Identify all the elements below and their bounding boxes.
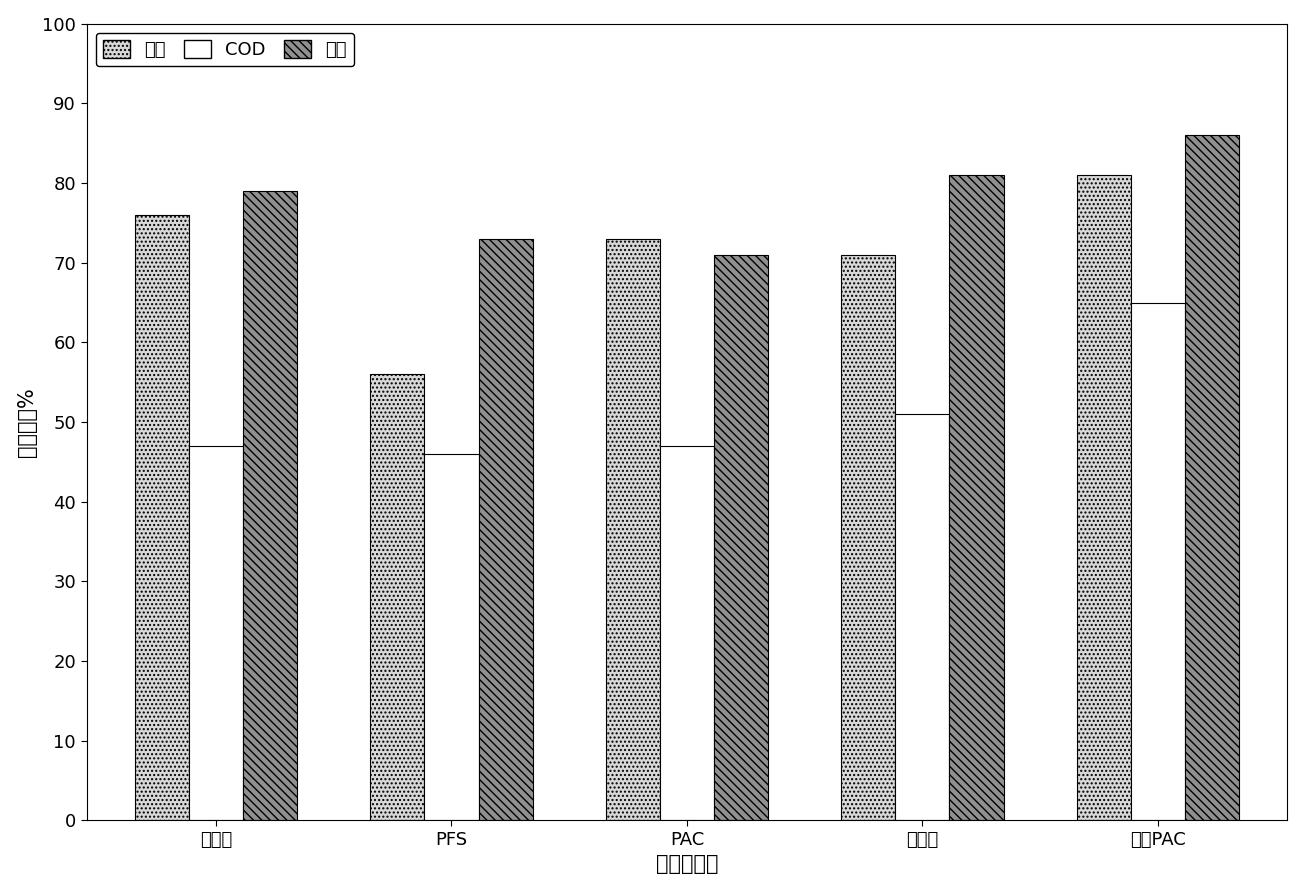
Legend: 浊度, COD, 总磷: 浊度, COD, 总磷 <box>95 33 355 67</box>
Bar <box>189 446 243 821</box>
Bar <box>660 446 715 821</box>
X-axis label: 絮凝剂种类: 絮凝剂种类 <box>656 854 719 874</box>
Bar <box>896 414 949 821</box>
Y-axis label: 去除率，%: 去除率，% <box>17 387 37 457</box>
Bar <box>243 191 297 821</box>
Bar <box>134 215 189 821</box>
Bar <box>841 255 896 821</box>
Bar <box>1131 303 1185 821</box>
Bar <box>370 374 424 821</box>
Bar <box>479 239 533 821</box>
Bar <box>949 175 1004 821</box>
Bar <box>715 255 768 821</box>
Bar <box>605 239 660 821</box>
Bar <box>1185 135 1239 821</box>
Bar <box>1077 175 1131 821</box>
Bar <box>424 454 479 821</box>
